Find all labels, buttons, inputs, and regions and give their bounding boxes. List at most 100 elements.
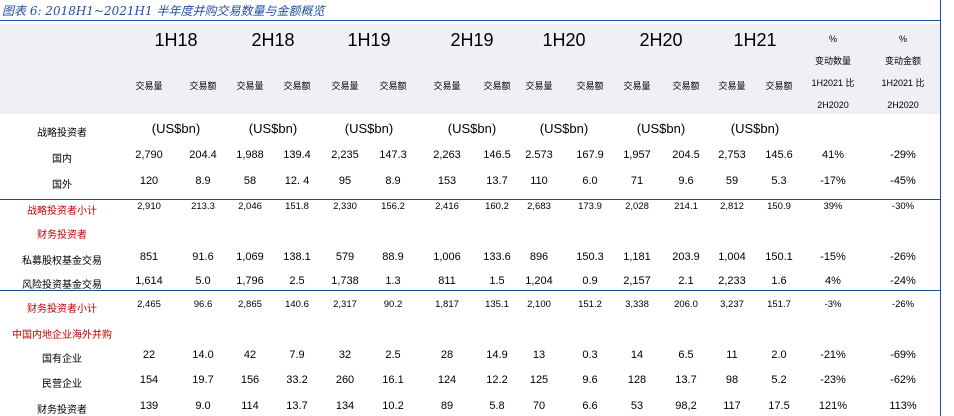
header-line: 变动数量 — [814, 56, 851, 66]
table-cell: 121% — [818, 400, 848, 412]
row-label: 财务投资者 — [37, 230, 87, 241]
table-cell: 1.6 — [771, 275, 787, 287]
unit-label: (US$bn) — [636, 121, 686, 136]
table-cell: 90.2 — [383, 299, 403, 310]
volume-subheader: 交易量 — [433, 82, 461, 92]
table-cell: 13.7 — [486, 175, 508, 187]
table-cell: 28 — [440, 349, 454, 361]
table-cell: 41% — [821, 149, 845, 161]
unit-label: (US$bn) — [248, 121, 298, 136]
table-cell: 12.2 — [486, 374, 508, 386]
table-cell: 2,790 — [135, 149, 163, 161]
table-cell: 13 — [532, 349, 546, 361]
amount-subheader: 交易额 — [672, 82, 700, 92]
table-cell: 2,233 — [718, 275, 746, 287]
table-cell: 145.6 — [765, 149, 793, 161]
table-cell: 117 — [723, 400, 741, 412]
table-cell: 2.573 — [525, 149, 553, 161]
table-cell: 19.7 — [192, 374, 214, 386]
table-cell: -17% — [820, 175, 846, 187]
table-cell: 851 — [139, 251, 159, 263]
table-cell: 5.0 — [195, 275, 211, 287]
table-cell: -69% — [890, 349, 916, 361]
volume-subheader: 交易量 — [525, 82, 553, 92]
period-header: 2H18 — [251, 30, 295, 50]
section-divider-strategic — [0, 199, 940, 200]
table-cell: -26% — [890, 251, 916, 263]
table-cell: 7.9 — [289, 349, 305, 361]
table-cell: -23% — [820, 374, 846, 386]
table-cell: 2,100 — [527, 299, 551, 310]
table-cell: 2,157 — [623, 275, 651, 287]
table-cell: -26% — [891, 299, 915, 310]
row-label: 中国内地企业海外并购 — [12, 330, 112, 341]
header-line: 1H2021 比 — [811, 78, 855, 88]
table-cell: 0.3 — [582, 349, 598, 361]
table-cell: 71 — [630, 175, 644, 187]
table-cell: 2,263 — [433, 149, 461, 161]
amount-subheader: 交易额 — [189, 82, 217, 92]
table-cell: 150.9 — [767, 201, 791, 212]
table-cell: 53 — [630, 400, 644, 412]
table-cell: 14 — [630, 349, 644, 361]
table-cell: 154 — [139, 374, 159, 386]
unit-label: (US$bn) — [730, 121, 780, 136]
table-cell: 2,235 — [331, 149, 359, 161]
volume-subheader: 交易量 — [236, 82, 264, 92]
table-cell: 2,753 — [718, 149, 746, 161]
table-cell: 173.9 — [578, 201, 602, 212]
table-cell: 91.6 — [192, 251, 214, 263]
period-header: 1H19 — [347, 30, 391, 50]
table-cell: 2,865 — [238, 299, 262, 310]
table-cell: 2,330 — [333, 201, 357, 212]
table-cell: 6.5 — [678, 349, 694, 361]
table-cell: 2,046 — [238, 201, 262, 212]
table-cell: 1,796 — [236, 275, 264, 287]
table-cell: 896 — [529, 251, 549, 263]
table-cell: 139.4 — [283, 149, 311, 161]
unit-label: (US$bn) — [344, 121, 394, 136]
table-cell: 138.1 — [283, 251, 311, 263]
row-label: 私募股权基金交易 — [22, 256, 102, 267]
table-cell: 9.6 — [678, 175, 694, 187]
table-cell: -3% — [824, 299, 842, 310]
table-cell: 13.7 — [675, 374, 697, 386]
table-cell: 1,004 — [718, 251, 746, 263]
table-cell: 150.3 — [576, 251, 604, 263]
table-cell: 139 — [139, 400, 159, 412]
table-cell: 3,338 — [625, 299, 649, 310]
period-header: 1H21 — [733, 30, 777, 50]
table-cell: 58 — [243, 175, 257, 187]
row-label: 国外 — [52, 180, 72, 191]
amount-subheader: 交易额 — [483, 82, 511, 92]
table-cell: 89 — [440, 400, 454, 412]
amount-subheader: 交易额 — [765, 82, 793, 92]
table-cell: 811 — [438, 275, 456, 287]
amount-subheader: 交易额 — [283, 82, 311, 92]
row-label: 风险投资基金交易 — [22, 280, 102, 291]
table-cell: 6.6 — [582, 400, 598, 412]
row-label: 战略投资者 — [37, 128, 87, 139]
table-cell: 6.0 — [582, 175, 598, 187]
table-cell: 151.7 — [767, 299, 791, 310]
row-label: 国有企业 — [42, 354, 82, 365]
table-cell: 10.2 — [382, 400, 404, 412]
table-cell: 5.2 — [771, 374, 787, 386]
table-cell: 70 — [532, 400, 546, 412]
row-label: 财务投资者 — [37, 405, 87, 416]
table-cell: 113% — [889, 400, 917, 412]
table-cell: 150.1 — [765, 251, 793, 263]
table-cell: -29% — [890, 149, 916, 161]
table-cell: 98 — [725, 374, 739, 386]
table-cell: 147.3 — [379, 149, 407, 161]
table-cell: 22 — [142, 349, 156, 361]
period-header: 1H18 — [154, 30, 198, 50]
table-cell: 156.2 — [381, 201, 405, 212]
table-cell: 88.9 — [382, 251, 404, 263]
header-line: 变动金额 — [884, 56, 921, 66]
table-cell: 2,683 — [527, 201, 551, 212]
unit-label: (US$bn) — [539, 121, 589, 136]
table-cell: 153 — [437, 175, 457, 187]
table-cell: 160.2 — [485, 201, 509, 212]
table-cell: 151.8 — [285, 201, 309, 212]
